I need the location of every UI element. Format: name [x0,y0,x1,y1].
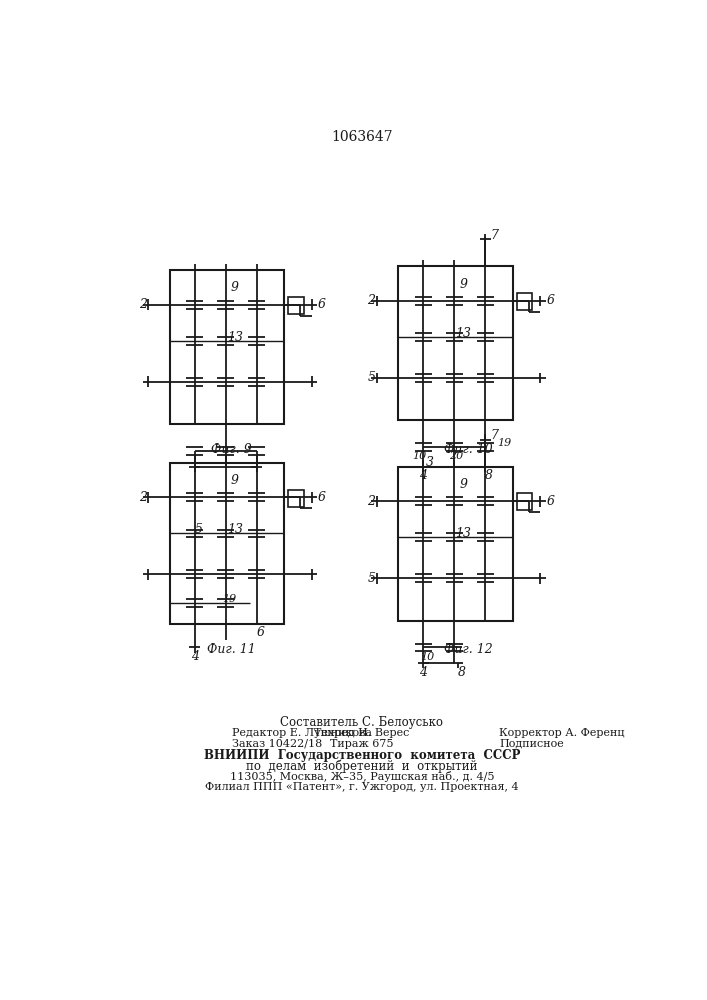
Text: 8: 8 [485,469,493,482]
Text: 13: 13 [455,327,472,340]
Text: ВНИИПИ  Государственного  комитета  СССР: ВНИИПИ Государственного комитета СССР [204,749,520,762]
Bar [288,490,304,507]
Text: Составитель С. Белоусько: Составитель С. Белоусько [281,716,443,729]
Text: 7: 7 [491,429,498,442]
Text: 5: 5 [367,371,375,384]
Text: 5: 5 [194,523,202,536]
Text: 2: 2 [139,298,146,311]
Bar [517,293,532,310]
Text: 9: 9 [460,278,467,291]
Text: 8: 8 [458,666,466,679]
Text: 19: 19 [222,594,237,604]
Text: 6: 6 [257,626,264,639]
Text: 4: 4 [419,666,427,679]
Text: 4: 4 [191,650,199,663]
Bar [170,270,284,424]
Text: 2: 2 [367,495,375,508]
Text: 1063647: 1063647 [331,130,393,144]
Text: 7: 7 [491,229,498,242]
Bar [170,463,284,624]
Text: Редактор Е. Лушникова: Редактор Е. Лушникова [232,728,372,738]
Text: 9: 9 [231,474,239,487]
Text: Тираж 675: Тираж 675 [330,739,394,749]
Text: 6: 6 [547,495,554,508]
Text: 9: 9 [460,478,467,491]
Text: 6: 6 [317,491,326,504]
Text: Фиг. 11: Фиг. 11 [207,643,256,656]
Text: 13: 13 [227,523,243,536]
Text: Фиг. 12: Фиг. 12 [444,643,493,656]
Bar [517,493,532,510]
Text: Корректор А. Ференц: Корректор А. Ференц [499,728,624,738]
Text: Заказ 10422/18: Заказ 10422/18 [232,739,322,749]
Text: 13: 13 [455,527,472,540]
Text: Техред И. Верес: Техред И. Верес [315,728,409,738]
Text: 2: 2 [367,294,375,307]
Text: 10: 10 [420,652,434,662]
Text: 10: 10 [412,451,426,461]
Text: 19: 19 [498,438,512,448]
Text: 9: 9 [231,281,239,294]
Text: 6: 6 [547,294,554,307]
Bar [398,266,513,420]
Text: 5: 5 [367,572,375,585]
Text: Фиг. 9: Фиг. 9 [211,443,252,456]
Text: Фиг. 10: Фиг. 10 [444,443,493,456]
Text: Подписное: Подписное [499,739,564,749]
Text: 6: 6 [317,298,326,311]
Text: 4: 4 [419,469,427,482]
Text: 113035, Москва, Ж–35, Раушская наб., д. 4/5: 113035, Москва, Ж–35, Раушская наб., д. … [230,771,494,782]
Text: 20: 20 [450,451,464,461]
Bar [398,466,513,620]
Text: 2: 2 [139,491,146,504]
Text: по  делам  изобретений  и  открытий: по делам изобретений и открытий [246,759,478,773]
Text: Филиал ППП «Патент», г. Ужгород, ул. Проектная, 4: Филиал ППП «Патент», г. Ужгород, ул. Про… [205,782,519,792]
Text: 3: 3 [426,456,433,469]
Bar [288,297,304,314]
Text: 13: 13 [227,331,243,344]
